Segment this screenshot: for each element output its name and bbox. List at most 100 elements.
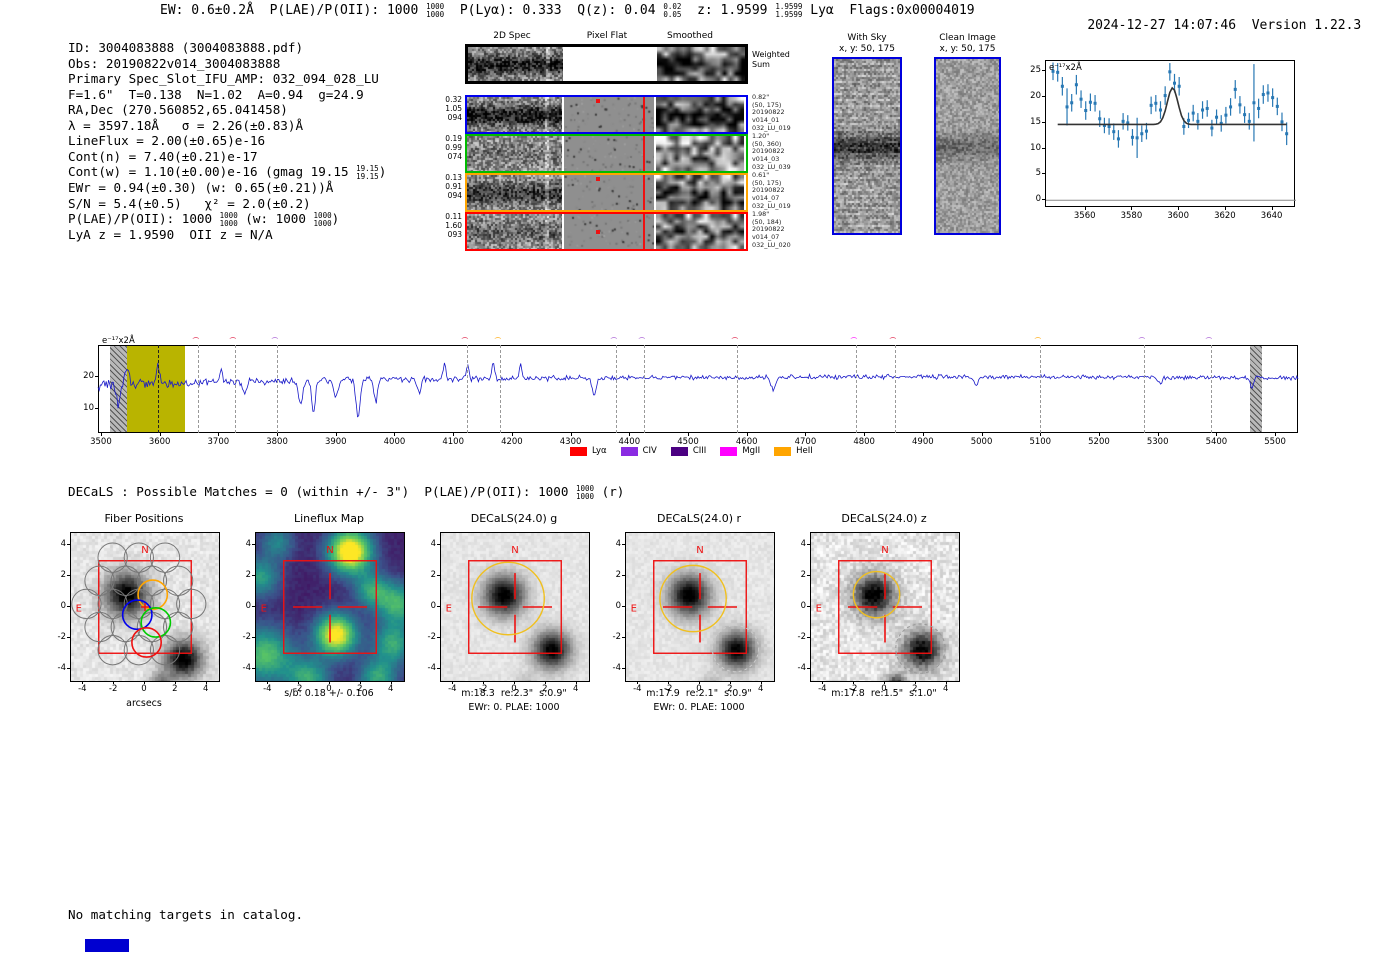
x-tick-mark xyxy=(452,681,454,684)
spectrum-units-label: e⁻¹⁷x2Å xyxy=(102,336,135,346)
line-marker-bracket: ( xyxy=(1137,336,1146,340)
legend-swatch xyxy=(620,446,638,456)
info-line: P(LAE)/P(OII): 1000 1000 1000 (w: 1000 10… xyxy=(68,211,386,227)
text-segment: ) xyxy=(378,164,387,179)
pixel-flat-image xyxy=(564,214,654,249)
spec2d-row-1 xyxy=(465,95,748,134)
line-marker-bracket: ( xyxy=(228,336,237,340)
info-line: F=1.6" T=0.138 N=1.02 A=0.94 g=24.9 xyxy=(68,87,386,103)
y-tick-mark xyxy=(1042,121,1045,123)
x-tick-mark xyxy=(981,433,983,436)
text-segment: z: 1.9599 xyxy=(697,3,776,18)
fraction-stack-top: 0.02 xyxy=(663,2,682,11)
row-left-label: 1.60 xyxy=(445,220,462,230)
spec2d-image xyxy=(467,175,562,210)
fraction-stack-bot: 1.9599 xyxy=(775,9,803,19)
column-gap xyxy=(562,175,564,210)
y-tick-mark xyxy=(252,636,255,638)
x-tick-label: -4 xyxy=(633,684,642,694)
legend-label: CIII xyxy=(692,446,707,456)
x-tick-label: 4300 xyxy=(559,437,582,447)
zoom-plot-units-label: e⁻¹⁷x2Å xyxy=(1049,63,1082,73)
legend-item: HeII xyxy=(774,446,813,456)
y-tick-mark xyxy=(1042,147,1045,149)
x-tick-label: -4 xyxy=(818,684,827,694)
x-tick-mark xyxy=(359,681,361,684)
column-gap xyxy=(654,97,656,132)
summary-header: EW: 0.6±0.2Å P(LAE)/P(OII): 1000 1000 100… xyxy=(160,3,975,18)
cutout-overlay: NE xyxy=(631,545,760,673)
zoom-plot-axes xyxy=(1045,60,1296,207)
column-gap xyxy=(654,175,656,210)
y-tick-label: -4 xyxy=(57,662,66,673)
x-tick-mark xyxy=(113,681,115,684)
x-tick-mark xyxy=(453,433,455,436)
x-tick-mark xyxy=(298,681,300,684)
row-left-label: 0.91 xyxy=(445,181,462,191)
y-tick-mark xyxy=(437,606,440,607)
x-tick-label: -4 xyxy=(448,684,457,694)
info-line: EWr = 0.94(±0.30) (w: 0.65(±0.21))Å xyxy=(68,180,386,196)
x-tick-label: 0 xyxy=(696,684,702,694)
text-segment: Lyα xyxy=(802,3,834,18)
x-tick-mark xyxy=(945,681,947,684)
row-left-label: 0.99 xyxy=(445,142,462,152)
y-tick-label: 20 xyxy=(83,371,94,382)
line-marker-bracket: ( xyxy=(609,336,618,340)
fraction-stack: 19.15 19.15 xyxy=(356,165,379,180)
detection-line-dash xyxy=(157,345,159,433)
text-segment: DECaLS : Possible Matches = 0 (within +/… xyxy=(68,484,576,499)
sky-panel-title: With Sky xyxy=(847,33,887,43)
text-segment: Q(z): 0.04 xyxy=(577,3,664,18)
y-tick-label: 15 xyxy=(1030,116,1041,127)
text-segment: P(Lyα): 0.333 xyxy=(459,3,562,18)
line-marker-bracket: ( xyxy=(637,336,646,340)
y-tick-mark xyxy=(67,575,70,577)
x-tick-mark xyxy=(514,681,515,684)
x-tick-mark xyxy=(629,433,631,436)
spectrum-legend: Lyα CIV CIII MgII HeII xyxy=(570,446,813,456)
fraction-stack-bot: 1000 xyxy=(313,218,332,228)
legend-item: CIII xyxy=(670,446,707,456)
spec2d-image xyxy=(467,136,562,171)
x-tick-mark xyxy=(335,433,337,436)
y-tick-label: 4 xyxy=(60,539,66,550)
x-tick-label: 4100 xyxy=(442,437,464,447)
row-left-labels: 0.32 1.05 094 xyxy=(418,95,462,122)
x-tick-mark xyxy=(637,681,639,684)
y-tick-mark xyxy=(252,575,255,577)
x-tick-label: -2 xyxy=(293,684,303,694)
info-line: LyA z = 1.9590 OII z = N/A xyxy=(68,227,386,243)
y-tick-label: 0 xyxy=(430,601,436,611)
line-marker-bracket: ( xyxy=(191,336,200,340)
line-marker-bracket: ( xyxy=(888,336,897,340)
row-left-label: 074 xyxy=(447,151,462,161)
cutout-title: DECaLS(24.0) z xyxy=(841,512,927,525)
flat-red-line xyxy=(643,175,645,210)
line-marker-bracket: ( xyxy=(1203,336,1212,340)
y-tick-label: -2 xyxy=(57,631,66,642)
y-tick-mark xyxy=(252,667,255,669)
text-segment: P(LAE)/P(OII): 1000 xyxy=(68,211,220,226)
extraction-box xyxy=(468,560,562,654)
cutout-title: Lineflux Map xyxy=(293,512,365,525)
spec2d-image xyxy=(467,97,562,132)
x-tick-mark xyxy=(1040,433,1042,436)
cutout-caption-1: m:17.9 re:2.1" s:0.9" xyxy=(646,688,752,699)
x-tick-mark xyxy=(1224,207,1226,210)
x-tick-mark xyxy=(1275,433,1277,436)
flat-red-line xyxy=(643,214,645,249)
north-label: N xyxy=(511,545,518,556)
text-segment: Cont(w) = 1.10(±0.00)e-16 (gmag 19.15 xyxy=(68,164,357,179)
x-tick-mark xyxy=(82,681,84,684)
y-tick-mark xyxy=(807,575,810,577)
north-label: N xyxy=(696,545,703,556)
spectrum-line-canvas xyxy=(97,362,1299,418)
text-segment: LineFlux = 2.00(±0.65)e-16 xyxy=(68,133,266,148)
pixel-flat-image xyxy=(564,136,654,171)
x-tick-label: 5100 xyxy=(1029,437,1052,447)
y-tick-mark xyxy=(252,544,255,546)
x-tick-label: 3700 xyxy=(207,437,230,447)
y-tick-mark xyxy=(807,544,810,546)
